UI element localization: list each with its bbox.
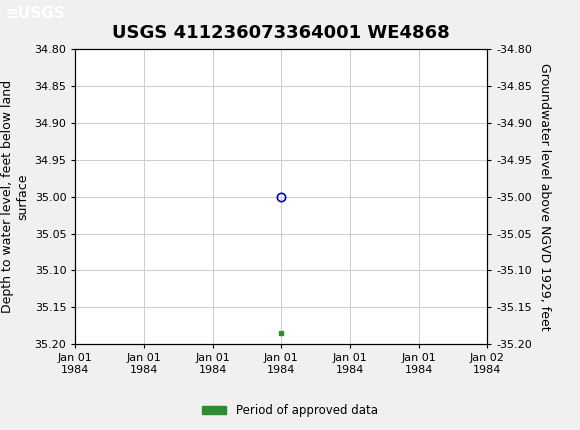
Y-axis label: Groundwater level above NGVD 1929, feet: Groundwater level above NGVD 1929, feet bbox=[538, 63, 550, 331]
Legend: Period of approved data: Period of approved data bbox=[198, 399, 382, 422]
Text: ≡USGS: ≡USGS bbox=[6, 6, 66, 22]
Y-axis label: Depth to water level, feet below land
surface: Depth to water level, feet below land su… bbox=[1, 80, 29, 313]
Title: USGS 411236073364001 WE4868: USGS 411236073364001 WE4868 bbox=[113, 25, 450, 42]
